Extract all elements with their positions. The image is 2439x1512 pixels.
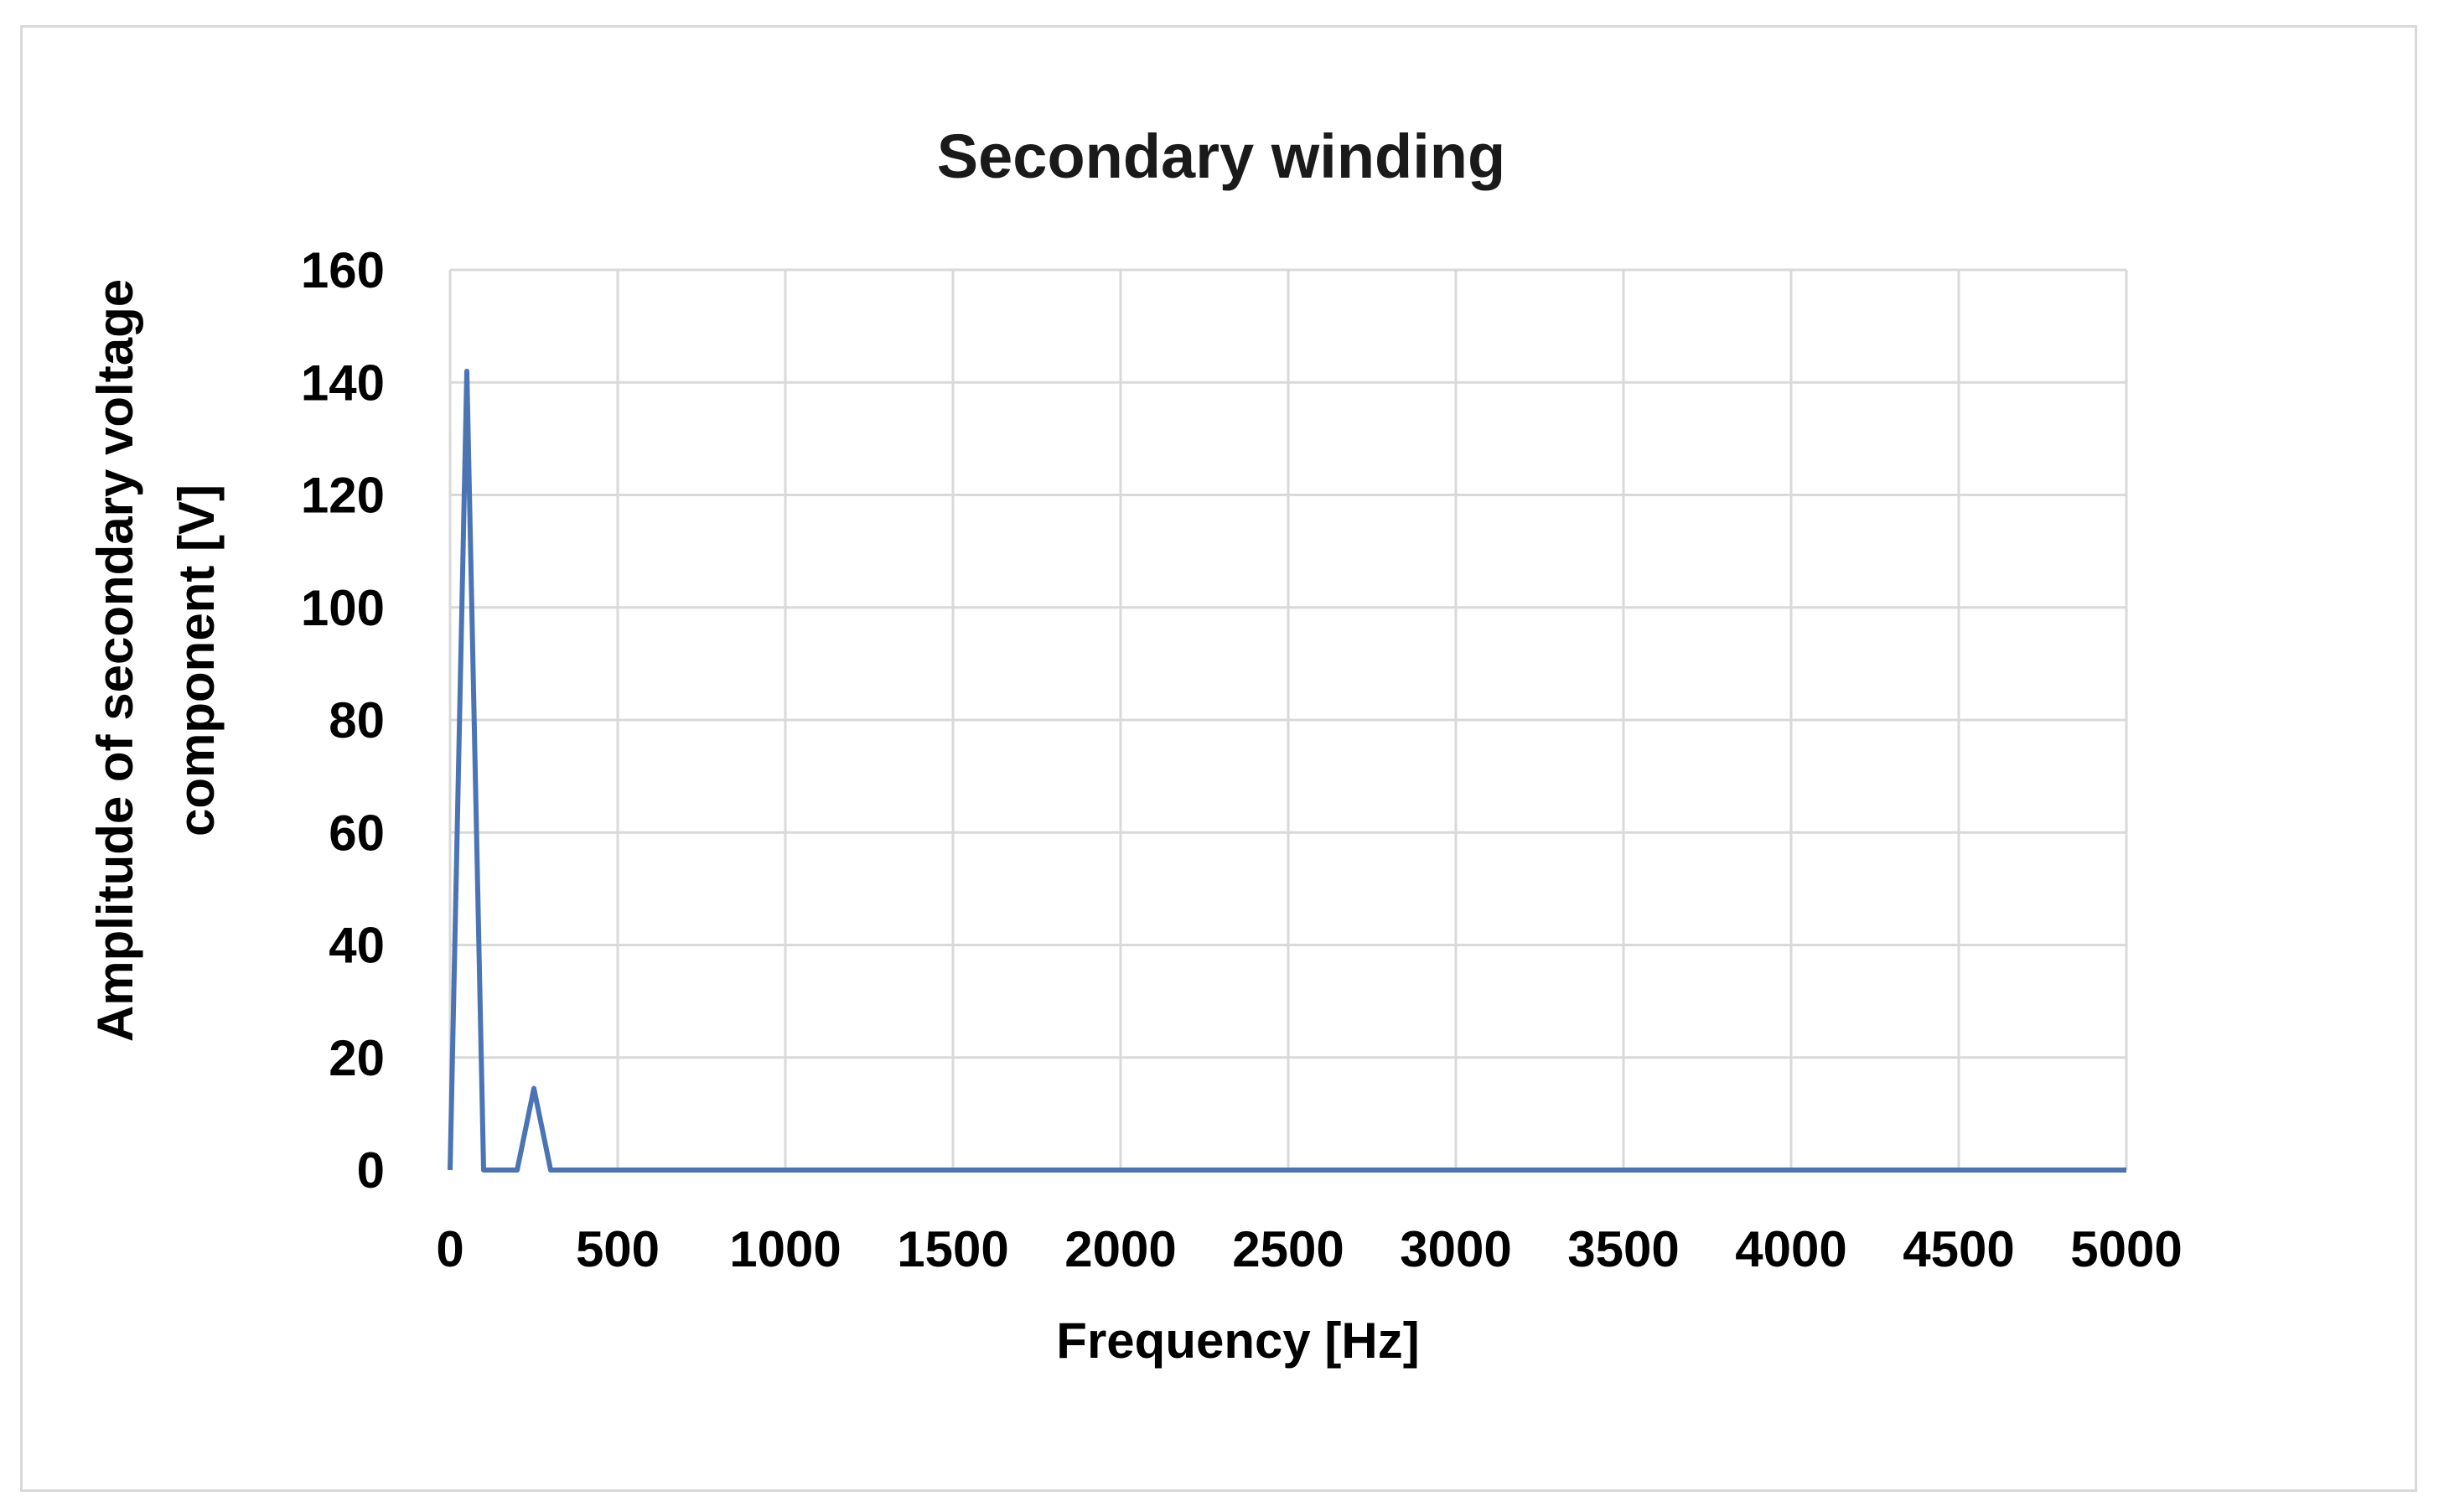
chart-title: Secondary winding bbox=[937, 122, 1505, 191]
y-tick-label: 60 bbox=[329, 805, 385, 861]
series-line bbox=[448, 368, 2126, 1173]
y-tick-label: 0 bbox=[357, 1142, 385, 1199]
x-tick-label: 1500 bbox=[897, 1221, 1008, 1277]
x-tick-label: 3500 bbox=[1567, 1221, 1679, 1277]
x-tick-label: 2000 bbox=[1064, 1221, 1176, 1277]
y-tick-label: 160 bbox=[301, 242, 385, 298]
series-layer bbox=[448, 368, 2126, 1173]
y-tick-layer: 0 20 40 60 80 100 120 140 160 bbox=[301, 242, 385, 1199]
x-tick-label: 5000 bbox=[2070, 1221, 2182, 1277]
x-tick-layer: 0 500 1000 1500 2000 2500 3000 3500 4000 4500 5000 bbox=[436, 1221, 2182, 1277]
grid-layer bbox=[448, 268, 2128, 1170]
x-tick-label: 2500 bbox=[1232, 1221, 1344, 1277]
y-tick-label: 100 bbox=[301, 580, 385, 636]
x-axis-label: Frequency [Hz] bbox=[1056, 1313, 1419, 1369]
y-tick-label: 40 bbox=[329, 918, 385, 974]
y-tick-label: 20 bbox=[329, 1030, 385, 1086]
x-tick-label: 0 bbox=[436, 1221, 463, 1277]
y-axis-label: Amplitude of secondary voltage component… bbox=[87, 279, 225, 1042]
x-tick-label: 1000 bbox=[729, 1221, 841, 1277]
y-tick-label: 140 bbox=[301, 355, 385, 411]
y-tick-label: 120 bbox=[301, 468, 385, 524]
x-tick-label: 3000 bbox=[1400, 1221, 1511, 1277]
y-axis-label-line-1: Amplitude of secondary voltage bbox=[87, 279, 143, 1042]
y-axis-label-line-2: component [V] bbox=[168, 484, 225, 836]
y-tick-label: 80 bbox=[329, 692, 385, 748]
x-tick-label: 4000 bbox=[1735, 1221, 1846, 1277]
x-tick-label: 4500 bbox=[1903, 1221, 2014, 1277]
x-tick-label: 500 bbox=[576, 1221, 660, 1277]
